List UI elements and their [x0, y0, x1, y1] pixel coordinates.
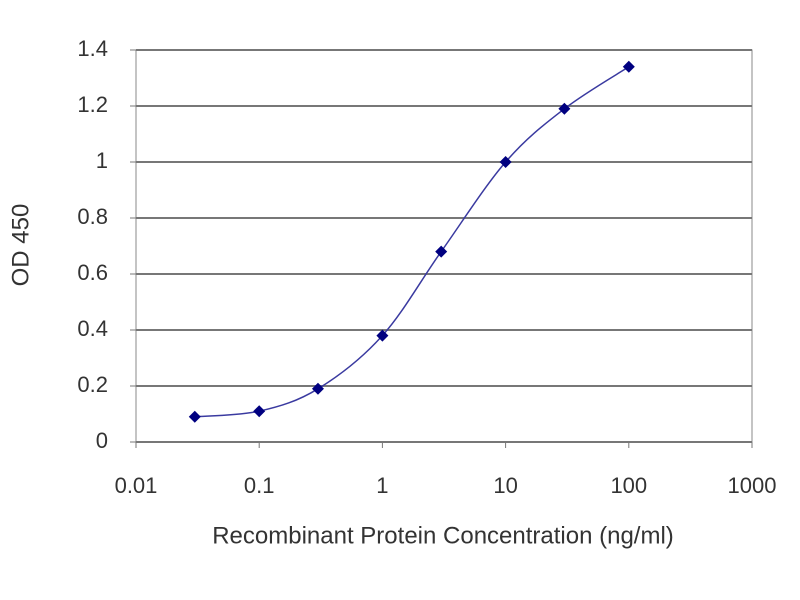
data-point: [311, 382, 324, 395]
y-tick-label: 0: [96, 428, 108, 453]
x-tick-label: 1000: [728, 473, 777, 498]
data-point: [188, 410, 201, 423]
data-point: [435, 245, 448, 258]
data-point: [253, 405, 266, 418]
y-tick-label: 0.2: [77, 372, 108, 397]
y-tick-label: 1.4: [77, 36, 108, 61]
y-tick-label: 0.6: [77, 260, 108, 285]
y-tick-label: 0.4: [77, 316, 108, 341]
y-axis-title: OD 450: [7, 204, 34, 287]
x-tick-label: 100: [610, 473, 647, 498]
x-tick-label: 0.01: [115, 473, 158, 498]
data-point: [558, 102, 571, 115]
y-tick-label: 1.2: [77, 92, 108, 117]
data-point: [499, 156, 512, 168]
y-tick-label: 0.8: [77, 204, 108, 229]
y-tick-label: 1: [96, 148, 108, 173]
x-tick-label: 10: [493, 473, 517, 498]
x-tick-label: 1: [376, 473, 388, 498]
x-axis-title: Recombinant Protein Concentration (ng/ml…: [212, 522, 674, 549]
plot-area: [135, 49, 753, 443]
x-tick-label: 0.1: [244, 473, 275, 498]
data-point: [622, 60, 635, 73]
data-point: [376, 329, 389, 342]
data-line: [194, 66, 630, 418]
